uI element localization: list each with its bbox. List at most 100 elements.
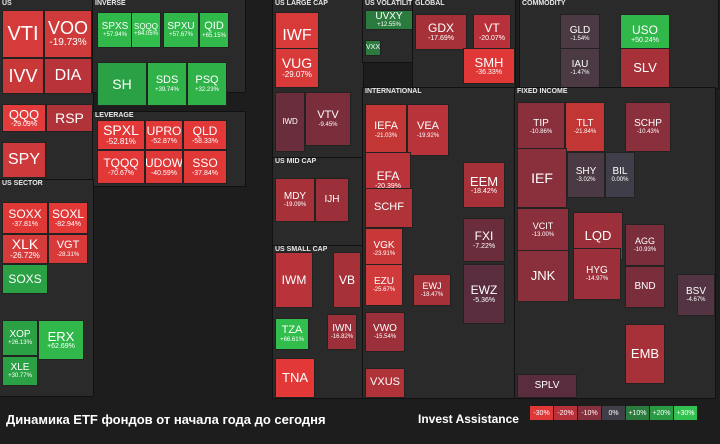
etf-tile-iwd[interactable]: IWD bbox=[275, 92, 305, 152]
etf-change: +39.74% bbox=[155, 86, 179, 93]
etf-tile-iau[interactable]: IAU -1.47% bbox=[560, 48, 600, 88]
etf-tile-qqq[interactable]: QQQ -29.09% bbox=[2, 104, 46, 132]
etf-change: -13.00% bbox=[531, 231, 555, 238]
etf-change: -52.81% bbox=[106, 137, 136, 147]
etf-change: -82.94% bbox=[54, 220, 82, 228]
etf-tile-soxs[interactable]: SOXS bbox=[2, 264, 48, 294]
etf-ticker: QLD bbox=[192, 124, 218, 139]
etf-tile-mdy[interactable]: MDY -19.09% bbox=[275, 178, 315, 222]
etf-tile-vwo[interactable]: VWO -15.54% bbox=[365, 312, 405, 352]
etf-tile-xop[interactable]: XOP +26.13% bbox=[2, 320, 38, 356]
etf-tile-iefa[interactable]: IEFA -21.03% bbox=[365, 104, 407, 156]
etf-tile-splv[interactable]: SPLV bbox=[517, 374, 577, 398]
etf-tile-qid[interactable]: QID +65.15% bbox=[199, 12, 229, 48]
etf-tile-tlt[interactable]: TLT -21.84% bbox=[565, 102, 605, 152]
legend-swatch: +30% bbox=[674, 406, 698, 420]
etf-ticker: GLD bbox=[569, 24, 591, 36]
etf-tile-schp[interactable]: SCHP -10.43% bbox=[625, 102, 671, 152]
etf-tile-vtv[interactable]: VTV -9.45% bbox=[305, 92, 351, 146]
etf-tile-hyg[interactable]: HYG -14.97% bbox=[573, 248, 621, 300]
brand-name: Invest Assistance bbox=[418, 412, 519, 426]
etf-tile-vug[interactable]: VUG -29.07% bbox=[275, 48, 319, 88]
etf-tile-ivv[interactable]: IVV bbox=[2, 58, 44, 94]
etf-tile-agg[interactable]: AGG -10.93% bbox=[625, 224, 665, 266]
etf-ticker: FXI bbox=[474, 229, 494, 244]
etf-tile-ief[interactable]: IEF bbox=[517, 148, 567, 208]
etf-change: +32.23% bbox=[195, 86, 219, 93]
etf-tile-spy[interactable]: SPY bbox=[2, 142, 46, 178]
etf-change: -9.45% bbox=[318, 121, 338, 128]
etf-tile-bil[interactable]: BIL 0.00% bbox=[605, 152, 635, 198]
etf-tile-sso[interactable]: SSO -37.84% bbox=[183, 150, 227, 184]
etf-tile-xlk[interactable]: XLK -26.72% bbox=[2, 234, 48, 264]
etf-change: -20.07% bbox=[478, 34, 506, 42]
etf-tile-ijh[interactable]: IJH bbox=[315, 178, 349, 222]
etf-ticker: SDS bbox=[155, 74, 179, 87]
etf-tile-ezu[interactable]: EZU -25.67% bbox=[365, 264, 403, 306]
etf-tile-vxx[interactable]: VXX bbox=[365, 40, 381, 56]
etf-tile-iwm[interactable]: IWM bbox=[275, 252, 313, 308]
etf-tile-tip[interactable]: TIP -10.86% bbox=[517, 102, 565, 152]
etf-tile-qld[interactable]: QLD -58.33% bbox=[183, 120, 227, 150]
etf-tile-upro[interactable]: UPRO -52.87% bbox=[145, 120, 183, 150]
etf-tile-vt[interactable]: VT -20.07% bbox=[473, 14, 511, 50]
etf-tile-schf[interactable]: SCHF bbox=[365, 188, 413, 228]
etf-tile-sqqq[interactable]: SQQQ +84.05% bbox=[131, 12, 161, 48]
sector-label: US MID CAP bbox=[275, 158, 317, 165]
etf-tile-ewz[interactable]: EWZ -5.36% bbox=[463, 264, 505, 324]
sector-label: GLOBAL bbox=[415, 0, 445, 7]
etf-ticker: TIP bbox=[533, 117, 549, 129]
etf-tile-xle[interactable]: XLE +30.77% bbox=[2, 356, 38, 386]
etf-tile-vea[interactable]: VEA -19.92% bbox=[407, 104, 449, 156]
etf-tile-voo[interactable]: VOO -19.73% bbox=[44, 10, 92, 58]
etf-tile-uvxy[interactable]: UVXY +12.55% bbox=[365, 10, 413, 30]
etf-tile-soxl[interactable]: SOXL -82.94% bbox=[48, 202, 88, 234]
etf-tile-rsp[interactable]: RSP bbox=[46, 104, 93, 132]
sector-us-small-cap: US SMALL CAP IWM VB TZA +66.61% TNA IWN -16.82% bbox=[272, 245, 364, 399]
etf-tile-emb[interactable]: EMB bbox=[625, 324, 665, 384]
etf-tile-tqqq[interactable]: TQQQ -70.67% bbox=[97, 150, 145, 184]
etf-tile-slv[interactable]: SLV bbox=[620, 48, 670, 88]
etf-ticker: XLK bbox=[11, 236, 39, 253]
etf-tile-udow[interactable]: UDOW -40.59% bbox=[145, 150, 183, 184]
etf-tile-bsv[interactable]: BSV -4.67% bbox=[677, 274, 715, 316]
etf-tile-erx[interactable]: ERX +62.69% bbox=[38, 320, 84, 360]
sector-label: INVERSE bbox=[95, 0, 126, 7]
etf-change: -14.97% bbox=[585, 276, 609, 283]
etf-tile-fxi[interactable]: FXI -7.22% bbox=[463, 218, 505, 262]
etf-tile-vb[interactable]: VB bbox=[333, 252, 361, 308]
etf-tile-ewj[interactable]: EWJ -18.47% bbox=[413, 274, 451, 306]
legend-swatch: -20% bbox=[554, 406, 578, 420]
etf-tile-dia[interactable]: DIA bbox=[44, 58, 92, 94]
etf-tile-uso[interactable]: USO +50.24% bbox=[620, 14, 670, 54]
etf-ticker: AGG bbox=[634, 236, 655, 247]
etf-change: -18.42% bbox=[470, 188, 498, 196]
etf-tile-smh[interactable]: SMH -36.33% bbox=[463, 48, 515, 84]
etf-ticker: VUG bbox=[281, 55, 313, 72]
etf-tile-vcit[interactable]: VCIT -13.00% bbox=[517, 208, 569, 252]
etf-tile-bnd[interactable]: BND bbox=[625, 266, 665, 308]
etf-tile-spxu[interactable]: SPXU +57.67% bbox=[163, 12, 199, 48]
etf-tile-shy[interactable]: SHY -3.02% bbox=[567, 152, 605, 198]
etf-tile-gdx[interactable]: GDX -17.69% bbox=[415, 14, 467, 50]
etf-tile-vti[interactable]: VTI bbox=[2, 10, 44, 58]
etf-tile-eem[interactable]: EEM -18.42% bbox=[463, 162, 505, 208]
etf-tile-vxus[interactable]: VXUS bbox=[365, 368, 405, 398]
etf-change: -10.43% bbox=[636, 129, 660, 136]
etf-ticker: ERX bbox=[47, 328, 75, 344]
etf-tile-vgt[interactable]: VGT -28.31% bbox=[48, 234, 88, 264]
etf-tile-tna[interactable]: TNA bbox=[275, 358, 315, 398]
etf-tile-psq[interactable]: PSQ +32.23% bbox=[187, 62, 227, 106]
etf-change: -70.67% bbox=[107, 169, 135, 177]
etf-tile-sds[interactable]: SDS +39.74% bbox=[147, 62, 187, 106]
etf-tile-spxl[interactable]: SPXL -52.81% bbox=[97, 120, 145, 150]
etf-tile-spxs[interactable]: SPXS +57.94% bbox=[97, 12, 133, 48]
etf-tile-sh[interactable]: SH bbox=[97, 62, 147, 106]
etf-tile-tza[interactable]: TZA +66.61% bbox=[275, 318, 309, 350]
etf-tile-iwn[interactable]: IWN -16.82% bbox=[327, 314, 357, 350]
etf-ticker: EZU bbox=[374, 275, 394, 287]
etf-tile-jnk[interactable]: JNK bbox=[517, 250, 569, 302]
etf-ticker: USO bbox=[631, 23, 658, 38]
etf-ticker: VXUS bbox=[370, 376, 400, 389]
etf-tile-soxx[interactable]: SOXX -37.81% bbox=[2, 202, 48, 234]
